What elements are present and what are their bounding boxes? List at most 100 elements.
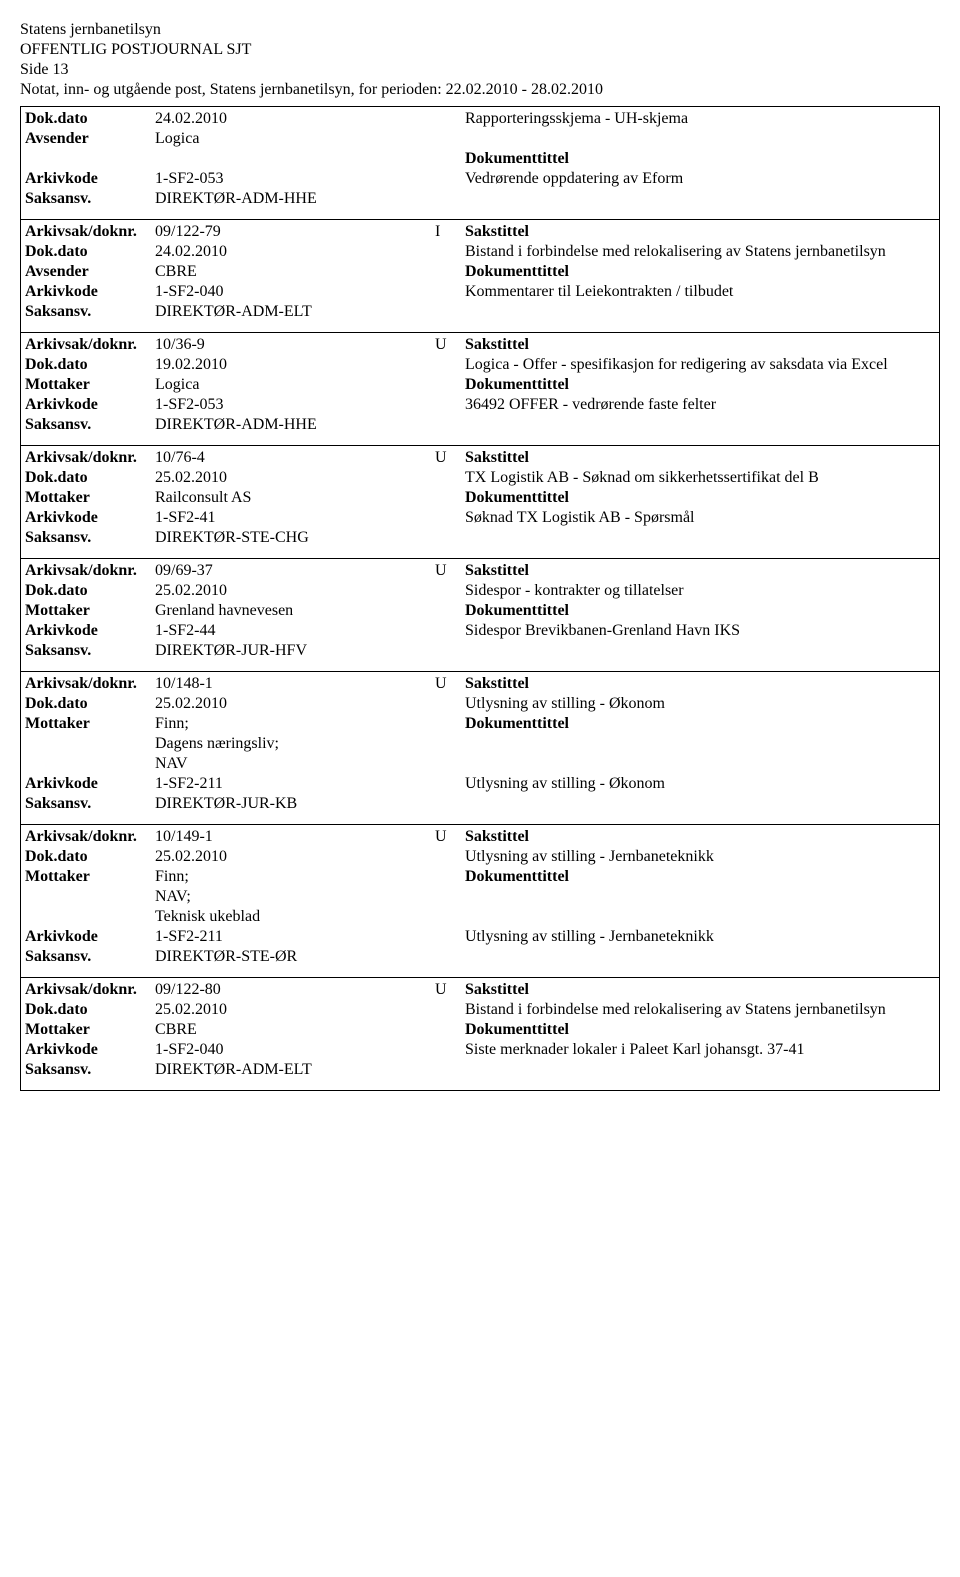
label-sakstittel: Sakstittel (465, 674, 935, 694)
io-indicator: U (435, 674, 465, 694)
label-arkivkode: Arkivkode (25, 508, 155, 528)
label-party: Mottaker (25, 488, 155, 508)
arkivsak-value: 10/148-1 (155, 674, 435, 694)
label-saksansv: Saksansv. (25, 947, 155, 967)
label-arkivkode: Arkivkode (25, 621, 155, 641)
label-dokdato: Dok.dato (25, 468, 155, 488)
label-arkivkode: Arkivkode (25, 927, 155, 947)
label-avsender: Avsender (25, 129, 155, 149)
saksansv-value: DIREKTØR-ADM-ELT (155, 302, 435, 322)
label-arkivsak: Arkivsak/doknr. (25, 674, 155, 694)
saksansv-value: DIREKTØR-STE-ØR (155, 947, 435, 967)
label-saksansv: Saksansv. (25, 302, 155, 322)
label-sakstittel: Sakstittel (465, 980, 935, 1000)
record: Arkivsak/doknr.09/69-37USakstittel Dok.da… (21, 559, 939, 672)
doktittel-text: Kommentarer til Leiekontrakten / tilbude… (465, 282, 935, 302)
top-arkivkode: 1-SF2-053 (155, 169, 435, 189)
label-arkivkode: Arkivkode (25, 774, 155, 794)
label-party: Mottaker (25, 601, 155, 621)
io-indicator: U (435, 448, 465, 468)
top-dokdato: 24.02.2010 (155, 109, 435, 129)
record: Arkivsak/doknr.10/76-4USakstittel Dok.dat… (21, 446, 939, 559)
sakstittel-text: Logica - Offer - spesifikasjon for redig… (465, 355, 935, 375)
record: Arkivsak/doknr.09/122-80USakstittelDok.d… (21, 978, 939, 1090)
org-name: Statens jernbanetilsyn (20, 20, 940, 40)
top-right1: Rapporteringsskjema - UH-skjema (465, 109, 935, 129)
doktittel-text: Siste merknader lokaler i Paleet Karl jo… (465, 1040, 935, 1060)
party-value: Grenland havnevesen (155, 601, 435, 621)
dokdato-value: 25.02.2010 (155, 581, 435, 601)
arkivsak-value: 10/36-9 (155, 335, 435, 355)
label-dokumenttittel: Dokumenttittel (465, 488, 935, 508)
label-arkivkode: Arkivkode (25, 395, 155, 415)
label-dokumenttittel: Dokumenttittel (465, 1020, 935, 1040)
doktittel-text: 36492 OFFER - vedrørende faste felter (465, 395, 935, 415)
arkivkode-value: 1-SF2-211 (155, 774, 435, 794)
dokdato-value: 25.02.2010 (155, 1000, 435, 1020)
arkivkode-value: 1-SF2-44 (155, 621, 435, 641)
arkivsak-value: 10/149-1 (155, 827, 435, 847)
dokdato-value: 25.02.2010 (155, 847, 435, 867)
label-dokdato: Dok.dato (25, 581, 155, 601)
record: Arkivsak/doknr.10/148-1USakstittelDok.da… (21, 672, 939, 825)
party-value: Logica (155, 375, 435, 395)
label-sakstittel: Sakstittel (465, 561, 935, 581)
io-indicator: U (435, 827, 465, 847)
arkivsak-value: 09/122-80 (155, 980, 435, 1000)
dokdato-value: 25.02.2010 (155, 468, 435, 488)
label-dokumenttittel: Dokumenttittel (465, 601, 935, 621)
sakstittel-text: Sidespor - kontrakter og tillatelser (465, 581, 935, 601)
label-arkivsak: Arkivsak/doknr. (25, 335, 155, 355)
label-party: Mottaker (25, 714, 155, 734)
journal-title: OFFENTLIG POSTJOURNAL SJT (20, 40, 940, 60)
label-dokdato: Dok.dato (25, 355, 155, 375)
label-saksansv: Saksansv. (25, 641, 155, 661)
label-dokumenttittel: Dokumenttittel (465, 375, 935, 395)
label-saksansv: Saksansv. (25, 415, 155, 435)
party-value: CBRE (155, 262, 435, 282)
page-header: Statens jernbanetilsyn OFFENTLIG POSTJOU… (20, 20, 940, 100)
io-indicator: U (435, 561, 465, 581)
label-dokumenttittel: Dokumenttittel (465, 262, 935, 282)
saksansv-value: DIREKTØR-JUR-KB (155, 794, 435, 814)
saksansv-value: DIREKTØR-ADM-ELT (155, 1060, 435, 1080)
label-saksansv: Saksansv. (25, 528, 155, 548)
arkivsak-value: 10/76-4 (155, 448, 435, 468)
label-saksansv: Saksansv. (25, 189, 155, 209)
doktittel-text: Utlysning av stilling - Økonom (465, 774, 935, 794)
arkivkode-value: 1-SF2-040 (155, 282, 435, 302)
arkivsak-value: 09/69-37 (155, 561, 435, 581)
arkivkode-value: 1-SF2-211 (155, 927, 435, 947)
sakstittel-text: Utlysning av stilling - Jernbaneteknikk (465, 847, 935, 867)
page-side: Side 13 (20, 60, 940, 80)
party-value: Finn; (155, 714, 435, 734)
arkivsak-value: 09/122-79 (155, 222, 435, 242)
label-saksansv: Saksansv. (25, 1060, 155, 1080)
label-arkivsak: Arkivsak/doknr. (25, 561, 155, 581)
label-party: Avsender (25, 262, 155, 282)
top-right2: Vedrørende oppdatering av Eform (465, 169, 935, 189)
label-arkivsak: Arkivsak/doknr. (25, 448, 155, 468)
label-arkivsak: Arkivsak/doknr. (25, 980, 155, 1000)
sakstittel-text: TX Logistik AB - Søknad om sikkerhetsser… (465, 468, 935, 488)
dokdato-value: 24.02.2010 (155, 242, 435, 262)
io-indicator: U (435, 335, 465, 355)
arkivkode-value: 1-SF2-41 (155, 508, 435, 528)
records-container: Dok.dato 24.02.2010 Rapporteringsskjema … (20, 106, 940, 1091)
doktittel-text: Søknad TX Logistik AB - Spørsmål (465, 508, 935, 528)
doktittel-text: Sidespor Brevikbanen-Grenland Havn IKS (465, 621, 935, 641)
label-party: Mottaker (25, 375, 155, 395)
label-dokumenttittel: Dokumenttittel (465, 867, 935, 887)
label-sakstittel: Sakstittel (465, 335, 935, 355)
label-dokdato: Dok.dato (25, 242, 155, 262)
doktittel-text: Utlysning av stilling - Jernbaneteknikk (465, 927, 935, 947)
record: Arkivsak/doknr.09/122-79ISakstittelDok.d… (21, 220, 939, 333)
label-party: Mottaker (25, 867, 155, 887)
top-avsender: Logica (155, 129, 435, 149)
record: Arkivsak/doknr.10/149-1USakstittelDok.da… (21, 825, 939, 978)
record: Arkivsak/doknr.10/36-9USakstittel Dok.dat… (21, 333, 939, 446)
period-line: Notat, inn- og utgående post, Statens je… (20, 80, 940, 100)
label-sakstittel: Sakstittel (465, 448, 935, 468)
top-saksansv: DIREKTØR-ADM-HHE (155, 189, 435, 209)
record-top: Dok.dato 24.02.2010 Rapporteringsskjema … (21, 107, 939, 220)
